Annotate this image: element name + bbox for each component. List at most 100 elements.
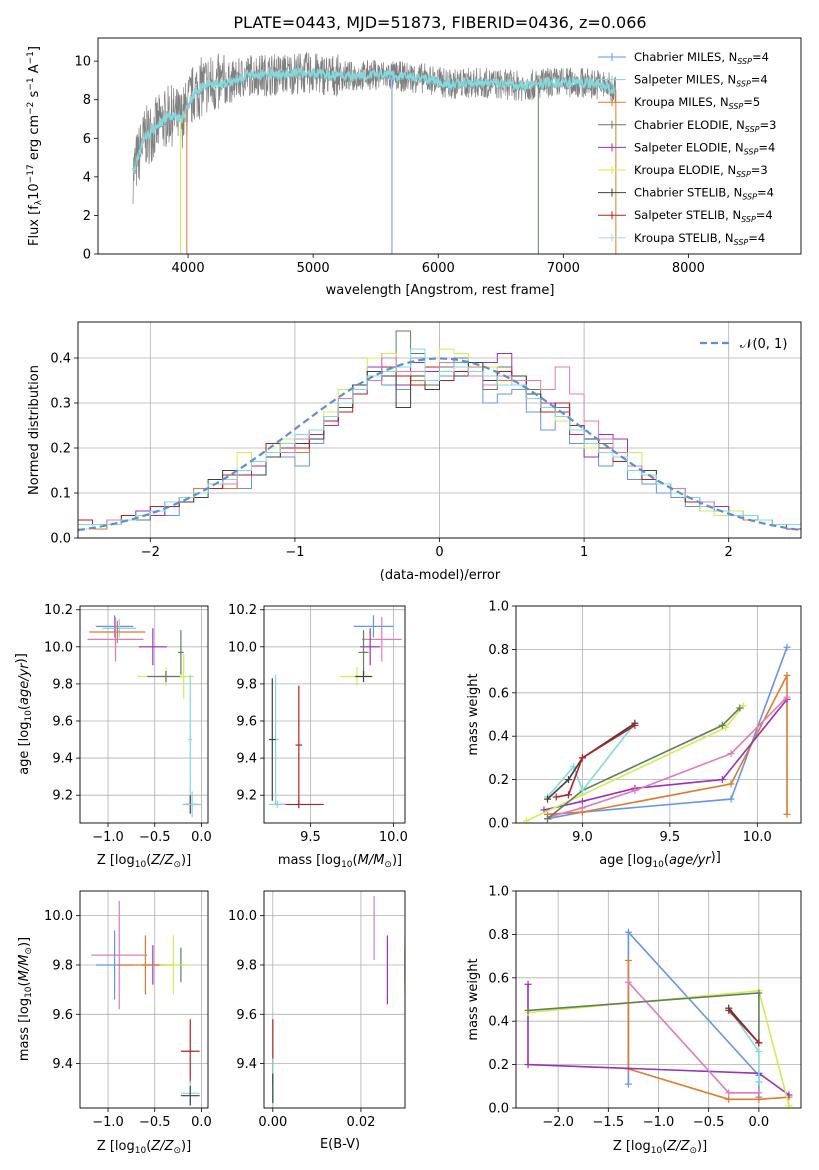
x-tick-label: 4000 xyxy=(172,261,205,276)
y-tick-label: 0.2 xyxy=(488,1058,509,1073)
y-tick-label: 9.2 xyxy=(52,789,73,804)
x-tick-label: 6000 xyxy=(422,261,455,276)
axes-frame xyxy=(515,605,802,824)
x-tick-label: 0 xyxy=(435,545,443,560)
y-tick-label: 9.6 xyxy=(52,1008,73,1023)
axis-label: mass weight xyxy=(466,673,481,755)
y-tick-label: 0.4 xyxy=(488,730,509,745)
x-tick-label: 7000 xyxy=(547,261,580,276)
y-tick-label: 0.2 xyxy=(50,442,71,457)
y-tick-label: 0.8 xyxy=(488,928,509,943)
x-tick-label: 2 xyxy=(725,545,733,560)
x-tick-label: −1.0 xyxy=(92,1115,124,1130)
x-tick-label: 10.0 xyxy=(379,830,408,845)
y-tick-label: 0.4 xyxy=(488,1015,509,1030)
y-tick-label: 10.0 xyxy=(228,640,257,655)
y-tick-label: 9.8 xyxy=(52,677,73,692)
weight-series-line xyxy=(728,1009,760,1044)
plot-area xyxy=(522,643,791,823)
y-tick-label: 9.6 xyxy=(236,1008,257,1023)
legend-entry: Chabrier STELIB, NSSP=4 xyxy=(634,186,774,202)
y-tick-label: 10.0 xyxy=(44,640,73,655)
y-tick-label: 0.3 xyxy=(50,397,71,412)
spectrum-xlabel: wavelength [Angstrom, rest frame] xyxy=(326,283,555,298)
normal-curve xyxy=(78,357,799,532)
y-tick-label: 9.6 xyxy=(52,714,73,729)
y-tick-label: 1.0 xyxy=(488,600,509,615)
x-tick-label: −0.5 xyxy=(139,1115,171,1130)
plot-area xyxy=(524,928,793,1108)
x-tick-label: −2.0 xyxy=(542,1115,574,1130)
axis-label: Z [log10(Z/Z⊙)] xyxy=(613,1139,707,1156)
y-tick-label: 9.4 xyxy=(52,752,73,767)
y-tick-label: 0.4 xyxy=(50,352,71,367)
legend-entry: Chabrier MILES, NSSP=4 xyxy=(634,50,769,66)
y-tick-label: 6 xyxy=(83,132,91,147)
legend-entry: Chabrier ELODIE, NSSP=3 xyxy=(634,118,776,134)
y-tick-label: 9.4 xyxy=(52,1057,73,1072)
x-tick-label: −1 xyxy=(285,545,304,560)
axes-frame xyxy=(79,605,209,824)
y-tick-label: 0.0 xyxy=(488,817,509,832)
spectrum-axes: 4000 5000 6000 7000 8000 0 2 4 6 8 10 wavelength [A… xyxy=(26,37,802,298)
y-tick-label: 1.0 xyxy=(488,885,509,900)
spectrum-legend: Chabrier MILES, NSSP=4 Salpeter MILES, NS… xyxy=(598,50,776,247)
y-tick-label: 0.6 xyxy=(488,686,509,701)
axis-label: mass weight xyxy=(466,958,481,1040)
x-tick-label: 0.0 xyxy=(191,1115,212,1130)
y-tick-label: 9.8 xyxy=(52,958,73,973)
y-tick-label: 0.1 xyxy=(50,487,71,502)
x-tick-label: 0.02 xyxy=(346,1115,375,1130)
x-tick-label: 0.0 xyxy=(749,1115,770,1130)
weight-series-line xyxy=(526,705,744,822)
axes-frame xyxy=(263,890,406,1109)
histogram-legend: 𝒩(0, 1) xyxy=(700,337,787,352)
y-tick-label: 9.8 xyxy=(236,958,257,973)
x-tick-label: 8000 xyxy=(672,261,705,276)
mass-vs-Z-axes: −1.0 −0.5 0.0 9.4 9.6 9.8 10.0 Z [log10(Z/Z⊙)] m… xyxy=(17,890,212,1156)
weight-series-line xyxy=(546,707,741,820)
axis-label: Z [log10(Z/Z⊙)] xyxy=(97,853,191,870)
mass-vs-EBV-axes: 0.00 0.02 9.4 9.6 9.8 10.0 E(B-V) xyxy=(228,890,406,1152)
histogram-ylabel: Normed distribution xyxy=(27,365,42,495)
x-tick-label: 9.5 xyxy=(660,830,681,845)
legend-entry: Kroupa STELIB, NSSP=4 xyxy=(634,231,765,247)
figure-title: PLATE=0443, MJD=51873, FIBERID=0436, z=0… xyxy=(233,13,646,32)
y-tick-label: 0.0 xyxy=(50,532,71,547)
weight-vs-Z-axes: −2.0 −1.5 −1.0 −0.5 0.0 0.0 0.2 0.4 0.6 0.8 1.0 Z [… xyxy=(466,885,802,1156)
y-tick-label: 9.4 xyxy=(236,752,257,767)
plot-area xyxy=(268,615,402,809)
y-tick-label: 0.0 xyxy=(488,1102,509,1117)
y-tick-label: 10.0 xyxy=(228,909,257,924)
x-tick-label: −1.5 xyxy=(593,1115,625,1130)
axis-label: age [log10(age/yr)] xyxy=(599,850,721,870)
legend-entry: 𝒩(0, 1) xyxy=(740,337,787,352)
plot-area xyxy=(132,52,617,254)
y-tick-label: 4 xyxy=(83,170,91,185)
axis-label: mass [log10(M/M⊙)] xyxy=(17,937,34,1061)
y-tick-label: 10.0 xyxy=(44,909,73,924)
y-tick-label: 8 xyxy=(83,93,91,108)
axes-frame xyxy=(79,890,209,1109)
x-tick-label: −0.5 xyxy=(693,1115,725,1130)
weight-series-line xyxy=(527,984,790,1096)
axes-frame xyxy=(515,890,802,1109)
spectrum-ylabel: Flux [fλ10−17 erg cm−2 s−1 A−1] xyxy=(26,46,44,246)
x-tick-label: 10.0 xyxy=(743,830,772,845)
age-vs-Z-axes: −1.0 −0.5 0.0 9.2 9.4 9.6 9.8 10.0 10.2 Z [log10(… xyxy=(14,603,212,870)
y-tick-label: 10 xyxy=(74,55,91,70)
axis-label: mass [log10(M/M⊙)] xyxy=(278,853,402,870)
histogram-xlabel: (data-model)/error xyxy=(380,568,501,583)
y-tick-label: 0.6 xyxy=(488,971,509,986)
legend-entry: Kroupa ELODIE, NSSP=3 xyxy=(634,163,768,179)
x-tick-label: 0.0 xyxy=(191,830,212,845)
x-tick-label: −1.0 xyxy=(92,830,124,845)
y-tick-label: 2 xyxy=(83,209,91,224)
axis-label: E(B-V) xyxy=(320,1137,360,1152)
axes-frame xyxy=(77,321,802,539)
x-tick-label: 9.0 xyxy=(572,830,593,845)
x-tick-label: 9.5 xyxy=(300,830,321,845)
